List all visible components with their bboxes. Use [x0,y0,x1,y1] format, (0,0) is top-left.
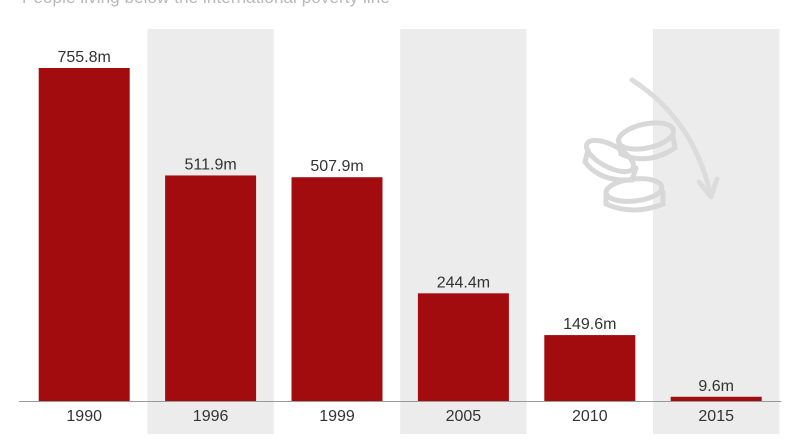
x-tick-labels: 1990 1996 1999 2005 2010 2015 [66,408,734,425]
background-band [653,29,780,434]
bar-1990 [38,68,130,401]
value-label-2010: 149.6m [563,316,616,333]
value-labels: 755.8m 511.9m 507.9m 244.4m 149.6m 9.6m [58,49,734,395]
value-label-1990: 755.8m [58,49,111,66]
coins-icon [582,120,678,213]
bar-1999 [291,177,383,401]
bar-2005 [417,293,509,401]
x-tick-2005: 2005 [446,408,482,425]
x-tick-2010: 2010 [572,408,608,425]
value-label-2005: 244.4m [437,274,490,291]
bar-2010 [544,335,636,401]
bar-1996 [165,175,257,401]
x-tick-2015: 2015 [698,408,734,425]
x-tick-1990: 1990 [66,408,102,425]
chart-subtitle: People living below the international po… [22,0,390,8]
bar-2015 [670,396,762,401]
bars [38,68,762,401]
x-tick-1996: 1996 [193,408,229,425]
x-tick-1999: 1999 [319,408,355,425]
value-label-1999: 507.9m [310,158,363,175]
value-label-2015: 9.6m [698,378,734,395]
value-label-1996: 511.9m [185,156,237,173]
curved-arrow-down-icon [629,77,720,200]
